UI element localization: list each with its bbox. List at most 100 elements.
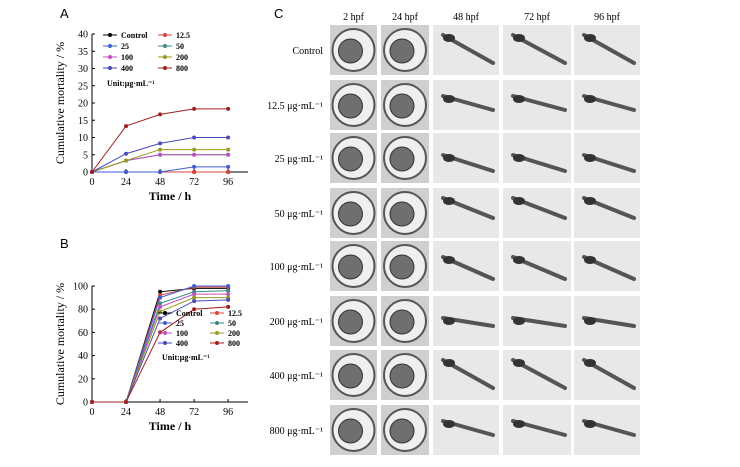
y-tick-label: 30: [78, 64, 88, 75]
legend-label: 12.5: [228, 309, 242, 318]
data-point: [226, 135, 231, 140]
larva-head: [513, 34, 525, 42]
legend-label: 100: [121, 53, 133, 62]
data-point: [158, 152, 163, 157]
embryo-yolk: [389, 363, 415, 389]
embryo-yolk: [338, 363, 363, 389]
legend-label: 12.5: [176, 31, 190, 40]
data-point: [192, 147, 197, 152]
x-tick-label: 24: [121, 177, 131, 188]
column-header: 24 hpf: [392, 12, 419, 23]
data-point: [158, 295, 163, 300]
larva-head: [584, 256, 596, 264]
micrograph-cell: [574, 405, 640, 455]
legend: Control 12.5 25 50 100 200 400 800 Unit:μg·mL⁻¹: [103, 31, 190, 88]
larva-head: [584, 359, 596, 367]
legend-swatch-marker: [163, 44, 167, 48]
legend-swatch-marker: [215, 341, 219, 345]
legend-label: 25: [121, 42, 129, 51]
data-point: [226, 292, 231, 297]
row-label: Control: [292, 46, 323, 57]
larva-head: [443, 154, 455, 162]
panel-label-c: C: [274, 6, 284, 21]
embryo-yolk: [338, 201, 363, 227]
larva-head: [584, 317, 596, 325]
row-label: 100 μg·mL⁻¹: [270, 262, 323, 273]
larva-head: [513, 95, 525, 103]
larva-head: [443, 359, 455, 367]
larva-head: [513, 256, 525, 264]
larva-head: [513, 197, 525, 205]
legend-swatch-marker: [163, 321, 167, 325]
embryo-yolk: [338, 93, 363, 119]
embryo-yolk: [389, 93, 415, 119]
data-point: [124, 151, 129, 156]
micrograph-cell: [503, 188, 571, 238]
column-header: 48 hpf: [453, 12, 480, 23]
larva-head: [513, 420, 525, 428]
x-tick-label: 48: [155, 407, 165, 418]
larva-head: [443, 317, 455, 325]
larva-head: [584, 420, 596, 428]
micrograph-cell: [433, 188, 499, 238]
data-point: [192, 170, 197, 174]
y-tick-label: 35: [78, 47, 88, 58]
data-point: [192, 292, 197, 297]
x-tick-label: 96: [223, 407, 233, 418]
larva-head: [584, 197, 596, 205]
x-tick-label: 24: [121, 407, 131, 418]
data-point: [192, 284, 197, 288]
y-axis-label: Cumulative mortality / %: [53, 42, 67, 164]
embryo-yolk: [389, 309, 415, 335]
data-point: [158, 141, 163, 146]
legend-label: 50: [176, 42, 184, 51]
micrograph-cell: [433, 80, 499, 130]
data-point: [226, 164, 231, 169]
embryo-yolk: [389, 146, 415, 172]
data-point: [192, 299, 197, 304]
row-label: 12.5 μg·mL⁻¹: [267, 101, 323, 112]
legend-swatch-marker: [163, 311, 167, 315]
y-tick-label: 10: [78, 133, 88, 144]
x-tick-label: 0: [90, 407, 95, 418]
data-point: [226, 152, 231, 157]
legend-swatch-marker: [215, 331, 219, 335]
data-point: [192, 135, 197, 140]
legend-swatch-marker: [108, 66, 112, 70]
panel-label-a: A: [60, 6, 69, 21]
row-label: 400 μg·mL⁻¹: [270, 371, 323, 382]
y-tick-label: 0: [83, 168, 88, 179]
legend-swatch-marker: [163, 33, 167, 37]
embryo-yolk: [338, 254, 363, 280]
data-point: [226, 106, 231, 111]
larva-head: [443, 256, 455, 264]
y-axis-label: Cumulative mortality / %: [53, 283, 67, 405]
data-point: [226, 288, 231, 293]
x-axis-label: Time / h: [149, 189, 192, 203]
embryo-yolk: [389, 38, 415, 64]
micrograph-cell: [433, 133, 499, 183]
data-point: [192, 307, 197, 312]
data-point: [124, 124, 129, 129]
larva-head: [584, 154, 596, 162]
x-axis-label: Time / h: [149, 419, 192, 433]
data-point: [192, 106, 197, 111]
data-point: [158, 289, 163, 294]
embryo-yolk: [338, 146, 363, 172]
column-header: 96 hpf: [594, 12, 621, 23]
y-tick-label: 60: [78, 328, 88, 339]
micrograph-cell: [574, 133, 640, 183]
larva-head: [443, 420, 455, 428]
data-point: [226, 147, 231, 152]
y-tick-label: 40: [78, 351, 88, 362]
y-tick-label: 15: [78, 116, 88, 127]
legend-label: Control: [176, 309, 203, 318]
row-label: 50 μg·mL⁻¹: [275, 209, 323, 220]
legend-label: Control: [121, 31, 148, 40]
y-tick-label: 40: [78, 30, 88, 41]
x-tick-label: 0: [90, 177, 95, 188]
legend-swatch-marker: [163, 331, 167, 335]
legend-swatch-marker: [108, 55, 112, 59]
data-point: [158, 170, 163, 174]
